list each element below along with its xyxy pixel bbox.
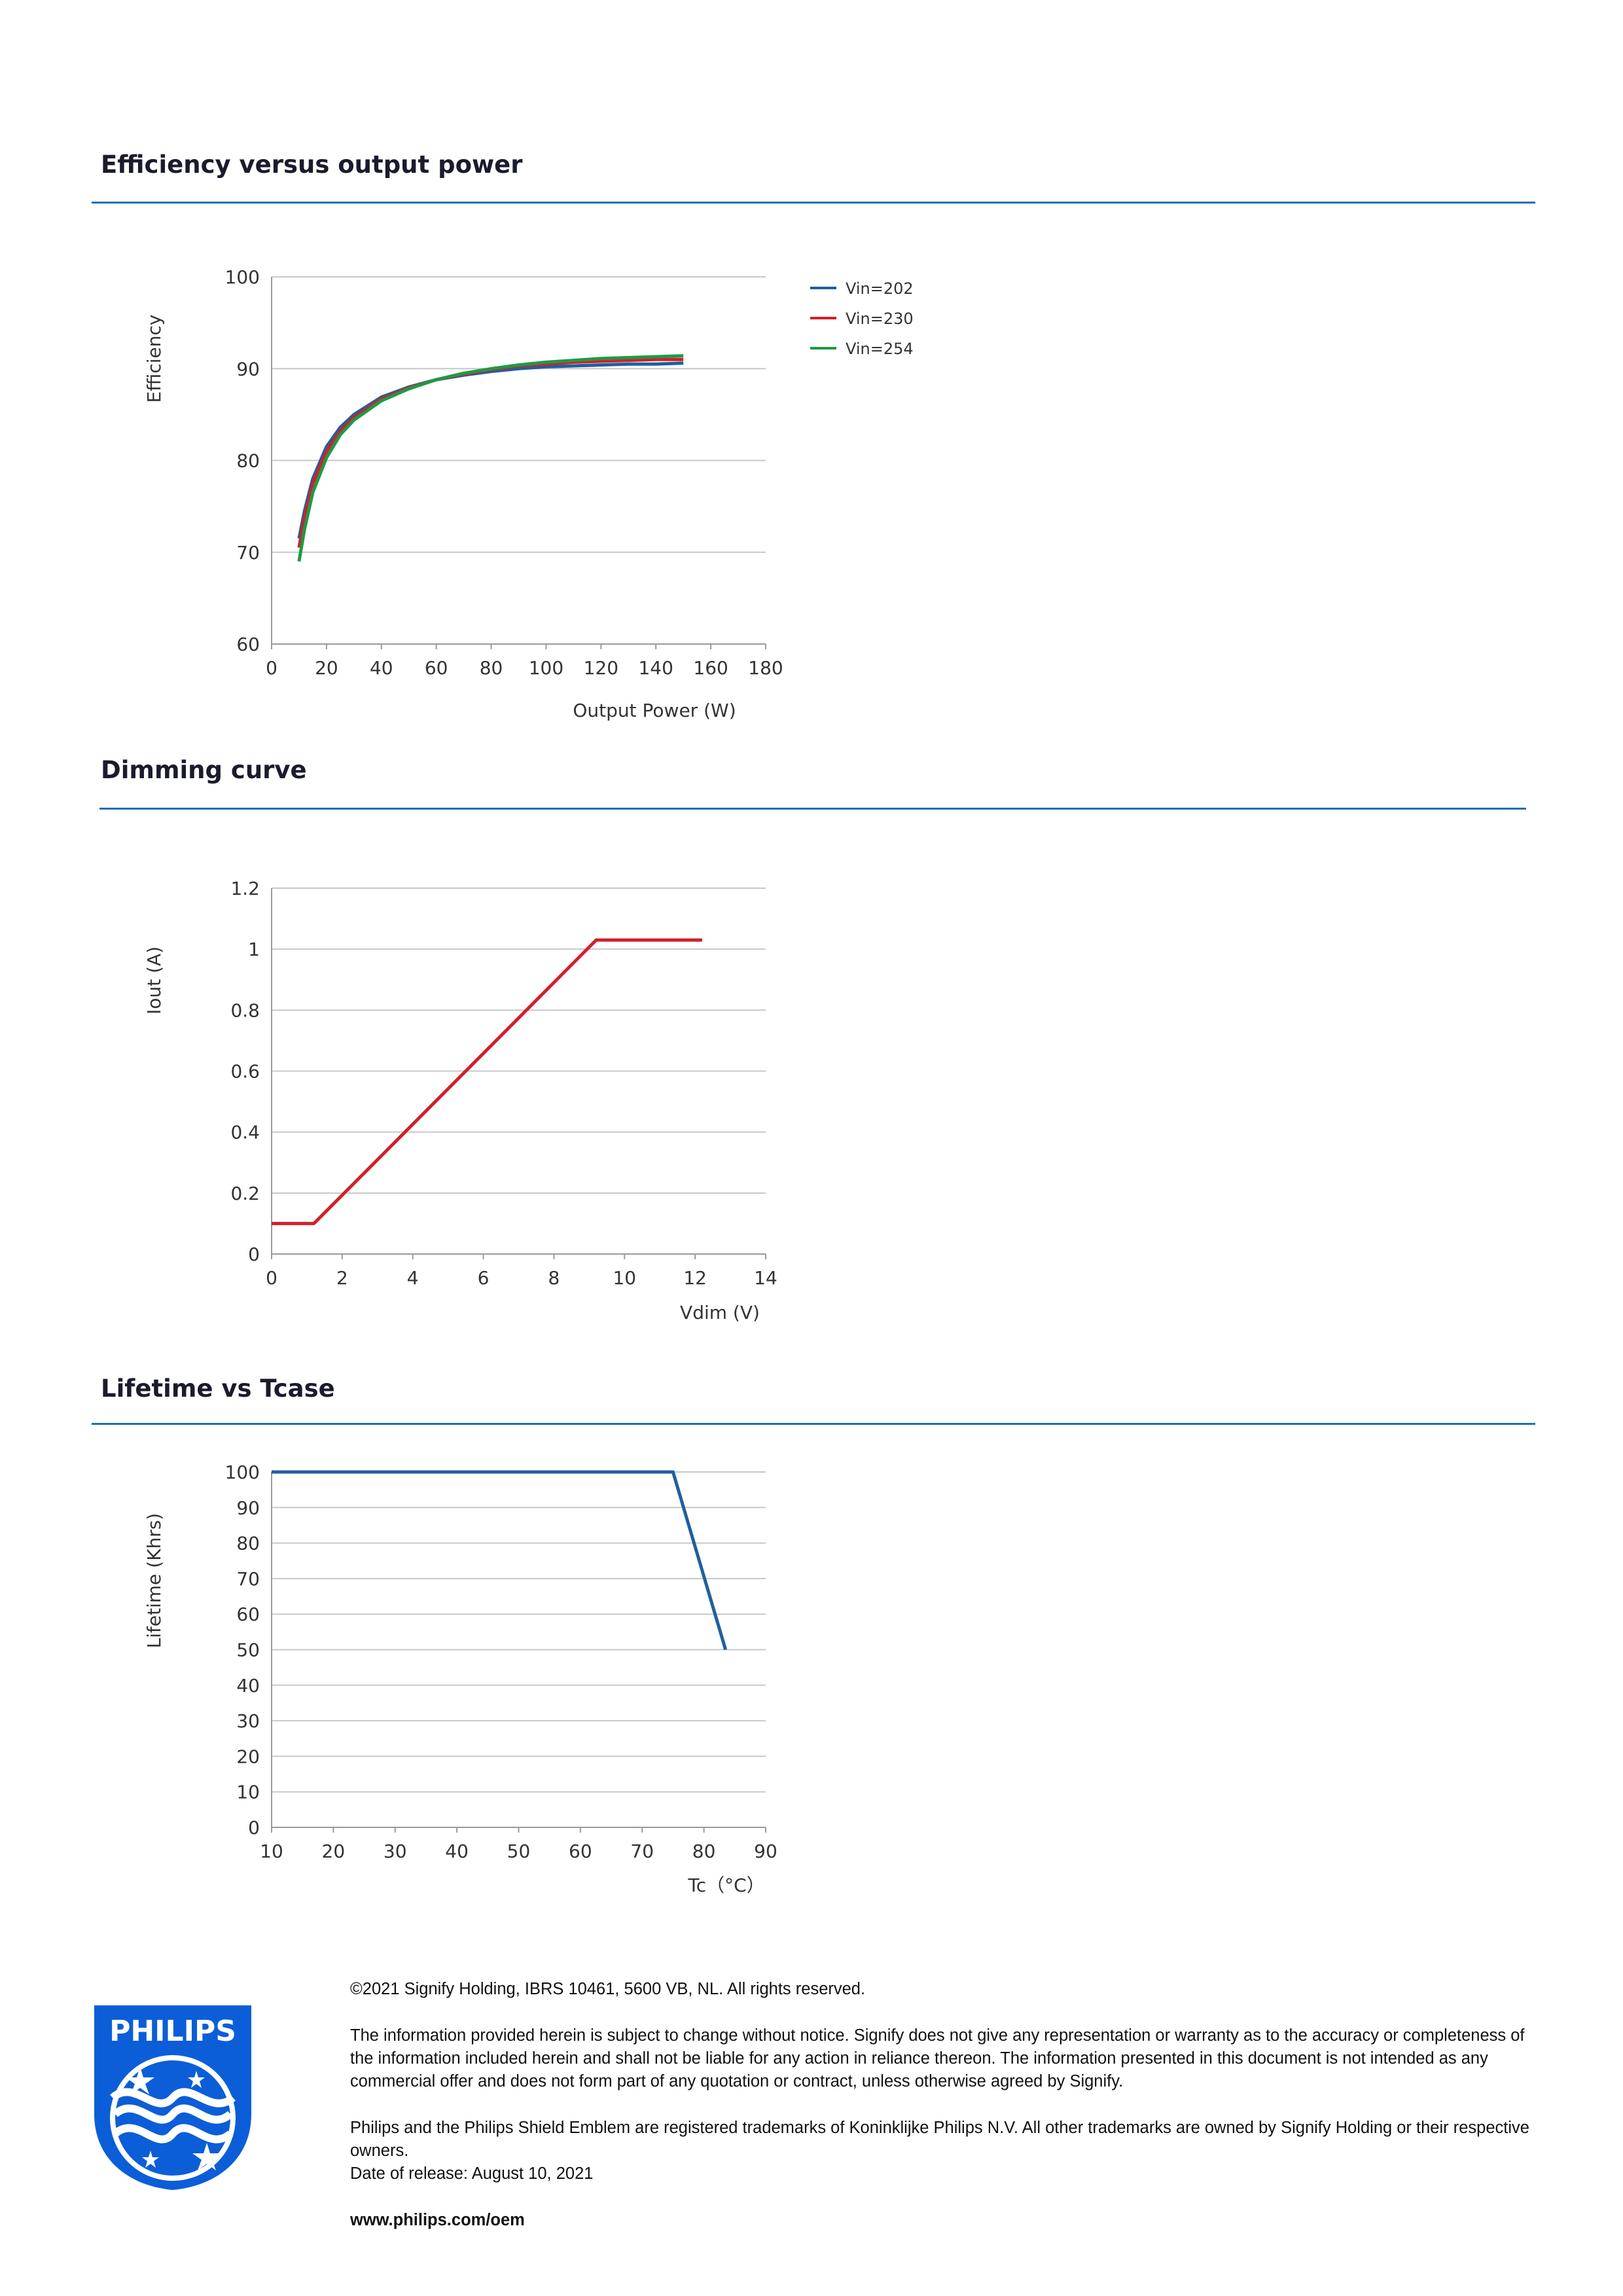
y-tick-label: 50 [236,1640,260,1661]
logo-text: PHILIPS [109,2015,236,2048]
x-tick-label: 120 [584,657,618,679]
y-tick-label: 0.4 [230,1122,260,1143]
x-tick-label: 14 [754,1267,777,1289]
x-tick-label: 60 [425,657,448,679]
x-tick-label: 10 [613,1267,636,1289]
section-title-dimming: Dimming curve [101,756,307,784]
x-tick-label: 8 [548,1267,560,1289]
efficiency-chart: 60 70 80 90 100 0 20 40 60 80 100 120 140 160 180 Outpu… [143,266,914,721]
x-tick-label: 2 [336,1267,348,1289]
y-tick-label: 80 [236,1533,260,1554]
y-tick-label: 1 [248,939,260,960]
y-tick-label: 90 [236,1497,260,1518]
release-date: Date of release: August 10, 2021 [350,2164,594,2183]
x-tick-label: 20 [315,657,338,679]
y-axis-label: Efficiency [143,315,165,403]
dimming-chart: 0 0.2 0.4 0.6 0.8 1 1.2 0 2 4 6 8 10 12 14 Vdim (V) Iout… [143,878,777,1323]
copyright-text: ©2021 Signify Holding, IBRS 10461, 5600 … [350,1980,866,1998]
x-tick-label: 160 [693,657,728,679]
website-link[interactable]: www.philips.com/oem [350,2211,525,2229]
x-tick-label: 40 [370,657,393,679]
footer-text-block: ©2021 Signify Holding, IBRS 10461, 5600 … [350,1978,1541,2232]
y-tick-label: 10 [236,1782,260,1803]
series-line-1 [272,1470,728,1651]
philips-shield-logo: PHILIPS [94,2005,251,2190]
y-tick-label: 0.8 [230,999,260,1021]
x-tick-label: 180 [748,657,783,679]
x-tick-label: 30 [383,1840,407,1862]
legend-label: Vin=254 [846,340,914,358]
y-tick-label: 0 [248,1244,260,1265]
x-tick-label: 4 [407,1267,419,1289]
x-tick-label: 80 [692,1840,716,1862]
y-tick-label: 0 [248,1817,260,1839]
x-tick-label: 0 [266,657,277,679]
x-axis-label: Output Power (W) [573,700,736,721]
x-tick-label: 60 [569,1840,592,1862]
y-tick-label: 70 [236,542,260,564]
y-tick-label: 80 [236,450,260,472]
y-tick-label: 60 [236,634,260,655]
y-tick-label: 0.6 [230,1061,260,1083]
x-axis-label: Tc（°C） [687,1874,764,1896]
y-tick-label: 20 [236,1746,260,1767]
x-axis-label: Vdim (V) [680,1302,760,1323]
legend-label: Vin=202 [846,279,914,298]
series-line-vin-254 [297,354,684,562]
y-axis-label: Iout (A) [143,946,165,1014]
y-tick-label: 90 [236,358,260,380]
series-line-1 [272,938,702,1225]
x-tick-label: 20 [322,1840,346,1862]
legend-label: Vin=230 [846,310,914,328]
section-divider [99,808,1526,810]
y-tick-label: 40 [236,1675,260,1696]
y-tick-label: 100 [225,266,260,288]
y-tick-label: 1.2 [230,878,260,899]
x-tick-label: 50 [507,1840,531,1862]
y-axis-label: Lifetime (Khrs) [143,1513,165,1649]
x-tick-label: 6 [478,1267,490,1289]
disclaimer-text: The information provided herein is subje… [350,2026,1525,2090]
y-tick-label: 70 [236,1568,260,1590]
x-tick-label: 70 [630,1840,654,1862]
y-tick-label: 100 [225,1462,260,1483]
x-tick-label: 100 [529,657,563,679]
x-tick-label: 40 [445,1840,469,1862]
y-tick-label: 0.2 [230,1183,260,1204]
x-tick-label: 0 [266,1267,277,1289]
section-title-lifetime: Lifetime vs Tcase [101,1374,335,1403]
y-tick-label: 60 [236,1604,260,1625]
x-tick-label: 90 [754,1840,777,1862]
section-title-efficiency: Efficiency versus output power [101,151,523,179]
section-divider [92,202,1535,204]
section-divider [92,1423,1535,1425]
x-tick-label: 12 [683,1267,707,1289]
y-tick-label: 30 [236,1710,260,1732]
x-tick-label: 10 [260,1840,283,1862]
trademark-text: Philips and the Philips Shield Emblem ar… [350,2119,1529,2160]
x-tick-label: 140 [638,657,673,679]
x-tick-label: 80 [480,657,503,679]
